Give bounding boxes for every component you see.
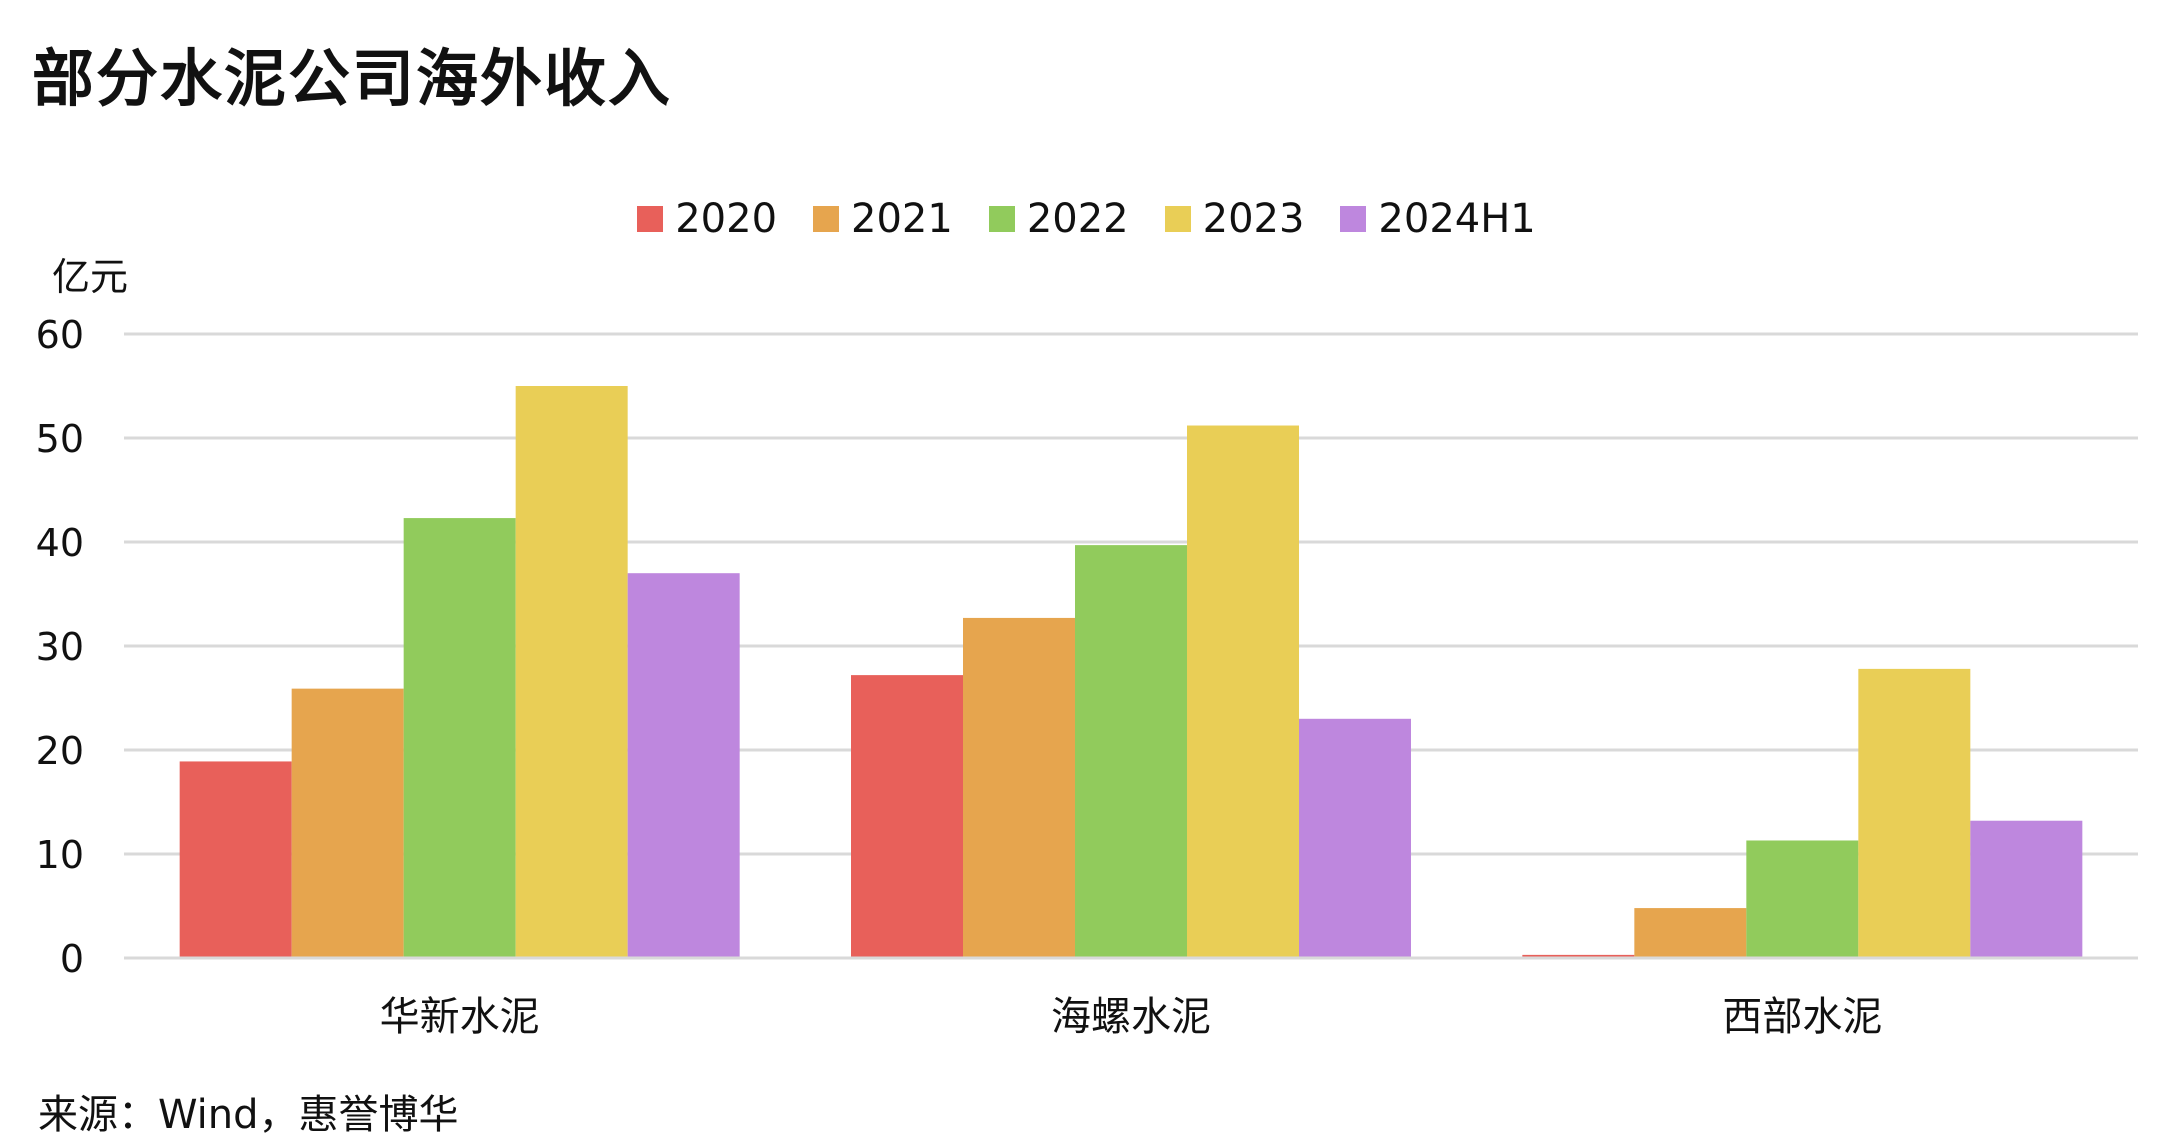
y-tick-label: 10 <box>36 833 84 877</box>
legend-item-2021: 2021 <box>813 196 953 242</box>
bar-2021-海螺水泥 <box>963 617 1075 958</box>
x-tick-label: 华新水泥 <box>380 994 540 1040</box>
legend-label: 2024H1 <box>1378 196 1536 242</box>
legend-item-2024H1: 2024H1 <box>1340 196 1536 242</box>
bar-2024H1-海螺水泥 <box>1299 718 1411 958</box>
bar-2022-华新水泥 <box>403 518 516 958</box>
y-tick-label: 0 <box>60 937 84 981</box>
legend-label: 2023 <box>1202 196 1305 242</box>
y-tick-label: 20 <box>36 729 84 773</box>
bar-2021-华新水泥 <box>291 688 404 958</box>
y-tick-label: 50 <box>36 417 84 461</box>
legend-label: 2021 <box>851 196 953 242</box>
y-tick-label: 40 <box>36 521 84 565</box>
bar-2023-海螺水泥 <box>1187 425 1299 958</box>
bar-2023-西部水泥 <box>1858 668 1971 958</box>
source-note: 来源：Wind，惠誉博华 <box>38 1092 459 1138</box>
legend-item-2023: 2023 <box>1164 196 1305 242</box>
legend-item-2020: 2020 <box>637 196 777 242</box>
legend-swatch <box>1164 206 1191 232</box>
bar-2021-西部水泥 <box>1634 908 1747 958</box>
bar-2022-西部水泥 <box>1746 840 1859 958</box>
bar-2024H1-西部水泥 <box>1970 820 2083 958</box>
legend-swatch <box>988 206 1015 232</box>
legend-label: 2022 <box>1026 196 1129 242</box>
bar-2022-海螺水泥 <box>1075 545 1187 958</box>
bar-2020-华新水泥 <box>179 761 292 958</box>
legend-swatch <box>637 206 664 232</box>
legend-label: 2020 <box>675 196 778 242</box>
x-tick-label: 海螺水泥 <box>1051 994 1211 1040</box>
y-tick-label: 30 <box>36 625 84 669</box>
legend-swatch <box>813 206 840 232</box>
bar-2020-海螺水泥 <box>851 675 963 958</box>
bar-2024H1-华新水泥 <box>627 573 740 958</box>
bar-2023-华新水泥 <box>515 386 628 958</box>
chart-legend: 2020 2021 2022 2023 2024H1 <box>0 196 2173 242</box>
x-tick-label: 西部水泥 <box>1722 994 1882 1040</box>
bar-2020-西部水泥 <box>1522 954 1635 958</box>
y-tick-label: 60 <box>36 313 84 357</box>
legend-swatch <box>1340 206 1367 232</box>
legend-item-2022: 2022 <box>988 196 1129 242</box>
y-axis-label: 亿元 <box>52 255 128 299</box>
chart-title: 部分水泥公司海外收入 <box>32 42 673 115</box>
